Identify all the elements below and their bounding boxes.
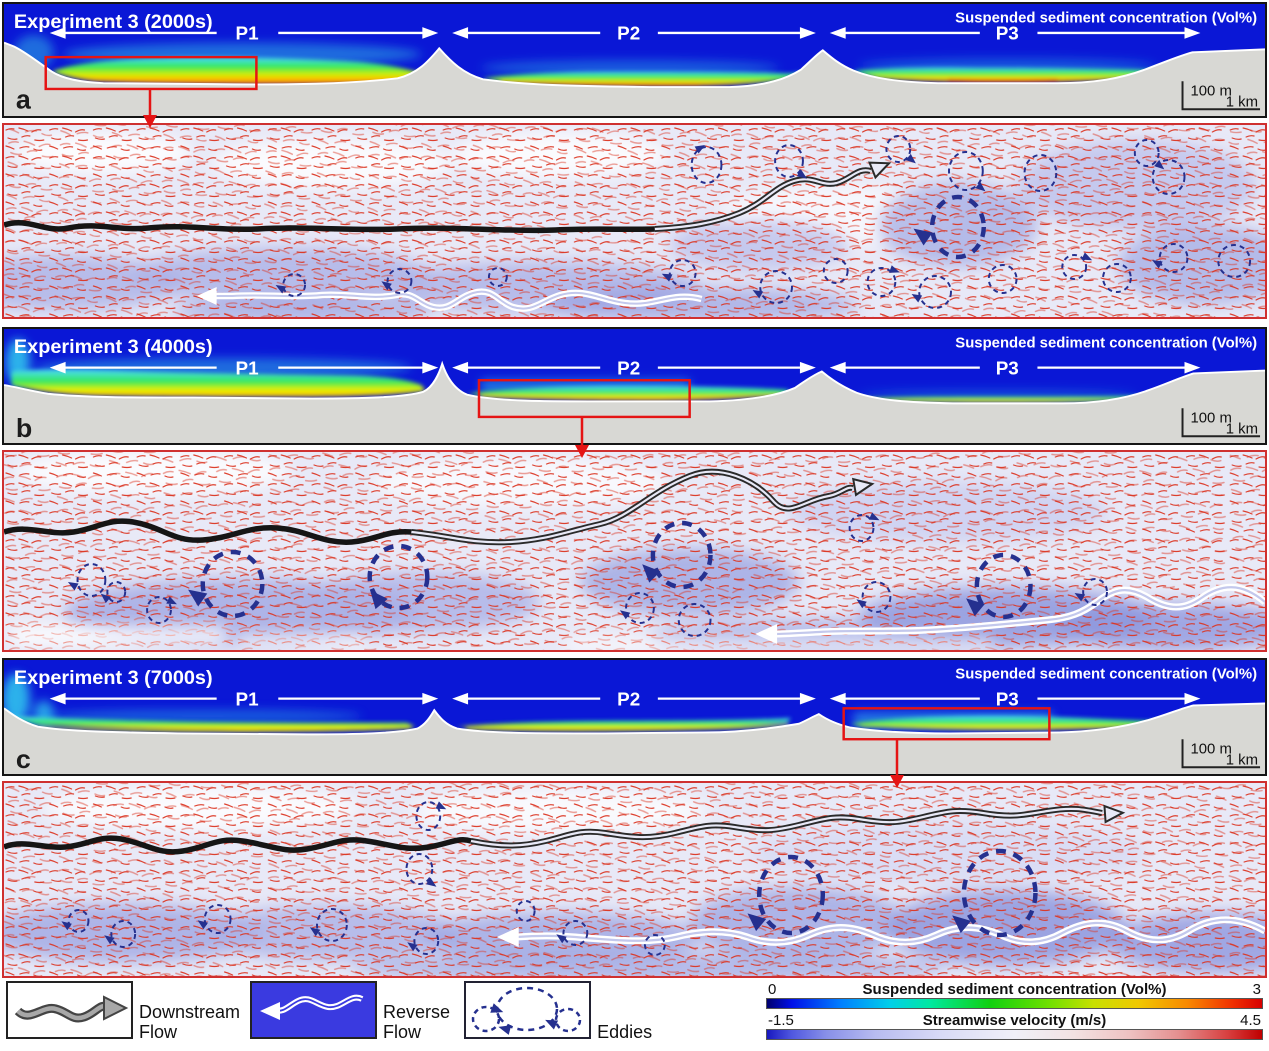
colorbar-caption: Suspended sediment concentration (Vol%) — [955, 11, 1257, 27]
sediment-colorbar-min: 0 — [768, 981, 777, 998]
velocity-colorbar: -1.5 Streamwise velocity (m/s) 4.5 — [766, 1012, 1263, 1040]
sediment-colorbar-gradient — [766, 998, 1263, 1009]
terrain-surface-line — [4, 360, 1265, 405]
profile-label-p3: P3 — [996, 689, 1019, 710]
profile-label-p3: P3 — [996, 23, 1019, 44]
scalebar: 100 m 1 km — [1181, 81, 1261, 111]
highlight-box — [842, 707, 1051, 741]
zoom-pointer-arrow-a — [143, 88, 157, 128]
profile-arrows: P1 P2 P3 — [49, 358, 1201, 379]
legend-reverse-flow: Reverse Flow — [250, 981, 450, 1043]
scalebar-vertical-label: 100 m — [1190, 411, 1231, 427]
downstream-flow-arrow — [4, 468, 875, 546]
terrain-surface-line — [4, 702, 1265, 736]
profile-label-p2: P2 — [617, 23, 640, 44]
profile-label-p1: P1 — [236, 689, 259, 710]
panel-letter: c — [16, 745, 31, 775]
sediment-colorbar-max: 3 — [1252, 981, 1261, 998]
legend-colorbars: 0 Suspended sediment concentration (Vol%… — [766, 981, 1263, 1043]
eddies — [61, 801, 1038, 956]
zoom-pointer-arrow-b — [575, 416, 589, 458]
profile-label-p2: P2 — [617, 689, 640, 710]
scalebar-horizontal-label: 1 km — [1226, 95, 1258, 111]
reverse-flow-symbol — [250, 981, 378, 1039]
profile-label-p1: P1 — [236, 23, 259, 44]
scalebar-horizontal-label: 1 km — [1226, 753, 1258, 769]
reverse-flow-label: Reverse Flow — [383, 1001, 451, 1042]
highlight-box — [477, 378, 691, 419]
panel-pair-c: P1 P2 P3 Experiment 3 (7000s) Suspended … — [2, 658, 1267, 978]
terrain-surface-line — [4, 41, 1265, 88]
bed-masks — [11, 628, 993, 650]
profile-label-p1: P1 — [236, 358, 259, 379]
sediment-layer — [11, 369, 1177, 403]
sediment-layer — [9, 716, 1187, 733]
zoom-pointer-arrow-c — [890, 738, 904, 788]
scalebar-vertical-label: 100 m — [1190, 742, 1231, 758]
scalebar: 100 m 1 km — [1181, 408, 1261, 438]
scalebar: 100 m 1 km — [1181, 739, 1261, 769]
legend: Downstream Flow Reverse Flow Eddies — [2, 981, 1267, 1043]
sediment-layer — [51, 57, 1182, 87]
panel-title: Experiment 3 (2000s) — [14, 11, 213, 33]
reverse-flow-arrow — [496, 916, 1265, 947]
sediment-colorbar-title: Suspended sediment concentration (Vol%) — [862, 981, 1167, 998]
panel-title: Experiment 3 (7000s) — [14, 667, 213, 689]
panel-pair-a: P1 P2 P3 Experiment 3 (2000s) Suspended … — [2, 2, 1267, 319]
profile-arrows: P1 P2 P3 — [49, 689, 1201, 710]
terrain — [4, 363, 1265, 443]
reverse-flow-arrow — [755, 583, 1265, 644]
legend-eddies: Eddies — [464, 981, 652, 1043]
profile-arrows: P1 P2 P3 — [49, 23, 1201, 44]
panel-letter: b — [16, 414, 32, 444]
downstream-flow-symbol — [6, 981, 133, 1039]
sediment-colorbar: 0 Suspended sediment concentration (Vol%… — [766, 981, 1263, 1009]
velocity-colorbar-max: 4.5 — [1240, 1012, 1261, 1029]
panel-title: Experiment 3 (4000s) — [14, 336, 213, 358]
downstream-flow-arrow — [4, 161, 892, 234]
profile-label-p3: P3 — [996, 358, 1019, 379]
scalebar-vertical-label: 100 m — [1190, 84, 1231, 100]
velocity-field-a — [2, 123, 1267, 319]
downstream-flow-label: Downstream Flow — [139, 1001, 241, 1042]
terrain — [4, 42, 1265, 116]
velocity-field-c — [2, 781, 1267, 978]
eddies — [275, 135, 1252, 309]
reverse-flow-arrow — [196, 287, 703, 312]
velocity-colorbar-gradient — [766, 1029, 1263, 1040]
velocity-field-b — [2, 450, 1267, 652]
velocity-colorbar-min: -1.5 — [768, 1012, 794, 1029]
reverse-arrowhead-icon — [260, 1002, 281, 1020]
eddies — [67, 512, 1108, 637]
downstream-flow-arrow — [4, 804, 1126, 855]
eddies-label: Eddies — [597, 1021, 653, 1042]
cross-section-b: P1 P2 P3 Experiment 3 (4000s) Suspended … — [2, 327, 1267, 445]
downstream-arrowhead-icon — [103, 995, 129, 1021]
scalebar-horizontal-label: 1 km — [1226, 422, 1258, 438]
terrain — [4, 703, 1265, 774]
colorbar-caption: Suspended sediment concentration (Vol%) — [955, 336, 1257, 352]
legend-downstream-flow: Downstream Flow — [6, 981, 240, 1043]
velocity-colorbar-title: Streamwise velocity (m/s) — [922, 1012, 1107, 1029]
eddies-symbol — [464, 981, 592, 1039]
panel-pair-b: P1 P2 P3 Experiment 3 (4000s) Suspended … — [2, 327, 1267, 652]
profile-label-p2: P2 — [617, 358, 640, 379]
cross-section-a: P1 P2 P3 Experiment 3 (2000s) Suspended … — [2, 2, 1267, 118]
cross-section-c: P1 P2 P3 Experiment 3 (7000s) Suspended … — [2, 658, 1267, 776]
colorbar-caption: Suspended sediment concentration (Vol%) — [955, 667, 1257, 683]
panel-letter: a — [16, 85, 31, 115]
